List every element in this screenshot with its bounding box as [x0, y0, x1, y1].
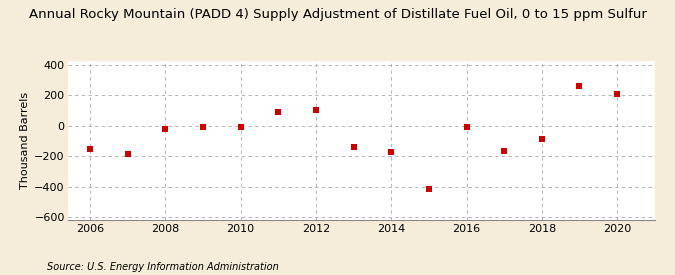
- Point: [461, 125, 472, 130]
- Text: Annual Rocky Mountain (PADD 4) Supply Adjustment of Distillate Fuel Oil, 0 to 15: Annual Rocky Mountain (PADD 4) Supply Ad…: [28, 8, 647, 21]
- Point: [537, 137, 547, 142]
- Point: [348, 145, 359, 149]
- Point: [499, 149, 510, 153]
- Point: [574, 84, 585, 89]
- Y-axis label: Thousand Barrels: Thousand Barrels: [20, 92, 30, 189]
- Point: [236, 124, 246, 129]
- Text: Source: U.S. Energy Information Administration: Source: U.S. Energy Information Administ…: [47, 262, 279, 272]
- Point: [160, 127, 171, 131]
- Point: [273, 110, 284, 114]
- Point: [84, 146, 95, 151]
- Point: [612, 92, 622, 96]
- Point: [310, 108, 321, 112]
- Point: [122, 152, 133, 156]
- Point: [423, 187, 434, 191]
- Point: [198, 125, 209, 130]
- Point: [386, 149, 397, 154]
